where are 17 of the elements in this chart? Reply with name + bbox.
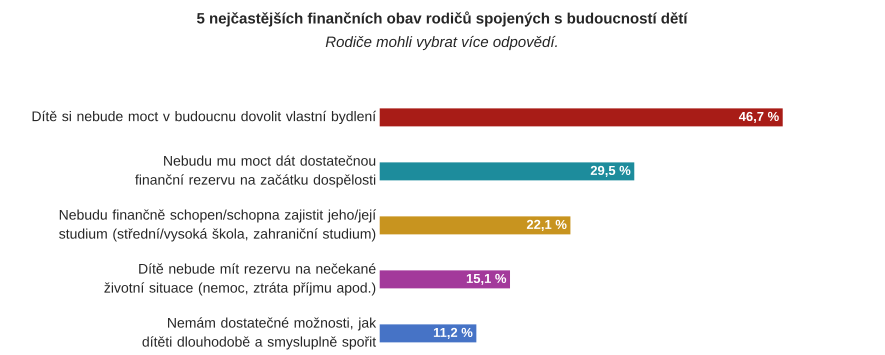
data-label: 11,2 % [434,328,472,339]
chart-subtitle: Rodiče mohli vybrat více odpovědí. [326,36,557,50]
chart-title: 5 nejčastějších finančních obav rodičů spojených s budoucností dětí [197,11,688,27]
y-tick-label: Nebudu finančně schopen/schopna zajistit jeho/její studium (střední/vysoká škola, zahraniční studium) [59,209,376,242]
bar [380,270,510,288]
data-label: 22,1 % [526,220,567,231]
bar [380,108,783,126]
y-tick-label: Nebudu mu moct dát dostatečnou finanční rezervu na začátku dospělosti [135,155,376,188]
bar [380,324,476,342]
data-label: 29,5 % [590,166,630,177]
data-label: 46,7 % [738,112,779,123]
y-tick-label: Dítě si nebude moct v budoucnu dovolit vlastní bydlení [32,110,376,124]
data-label: 15,1 % [466,274,506,285]
y-tick-label: Nemám dostatečné možnosti, jak dítěti dlouhodobě a smysluplně spořit [142,317,376,350]
bar [380,216,570,234]
y-tick-label: Dítě nebude mít rezervu na nečekané životní situace (nemoc, ztráta příjmu apod.) [104,263,376,296]
bar [380,162,634,180]
